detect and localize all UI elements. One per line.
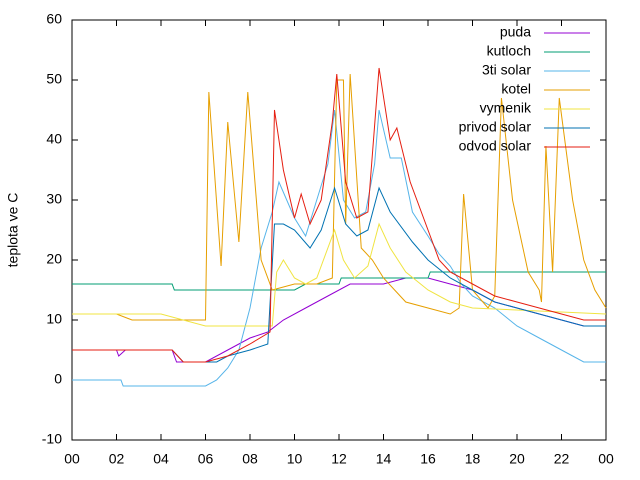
legend-label: odvod solar (459, 138, 532, 154)
series-line (72, 186, 606, 363)
x-tick-label: 00 (64, 451, 80, 467)
series-line (72, 271, 606, 291)
y-tick-label: 60 (46, 11, 62, 27)
x-tick-label: 06 (198, 451, 214, 467)
x-tick-label: 20 (509, 451, 525, 467)
legend-label: vymenik (480, 100, 532, 116)
x-tick-label: 08 (242, 451, 258, 467)
y-tick-label: 50 (46, 71, 62, 87)
y-tick-label: -10 (42, 431, 62, 447)
x-tick-label: 12 (331, 451, 347, 467)
legend-label: puda (500, 24, 531, 40)
series-line (72, 109, 606, 387)
y-tick-label: 0 (54, 371, 62, 387)
series-line (72, 73, 607, 321)
legend-label: 3ti solar (482, 62, 531, 78)
series-line (72, 67, 606, 363)
x-tick-label: 04 (153, 451, 169, 467)
x-tick-label: 16 (420, 451, 436, 467)
y-tick-label: 30 (46, 191, 62, 207)
x-tick-label: 00 (598, 451, 614, 467)
x-tick-label: 18 (465, 451, 481, 467)
y-tick-label: 10 (46, 311, 62, 327)
legend-label: kutloch (487, 43, 531, 59)
x-tick-label: 02 (109, 451, 125, 467)
x-tick-label: 22 (554, 451, 570, 467)
y-axis-label: teplota ve C (5, 193, 21, 268)
legend-label: privod solar (459, 119, 532, 135)
y-tick-label: 20 (46, 251, 62, 267)
x-tick-label: 14 (376, 451, 392, 467)
legend-label: kotel (501, 81, 531, 97)
x-tick-label: 10 (287, 451, 303, 467)
y-tick-label: 40 (46, 131, 62, 147)
